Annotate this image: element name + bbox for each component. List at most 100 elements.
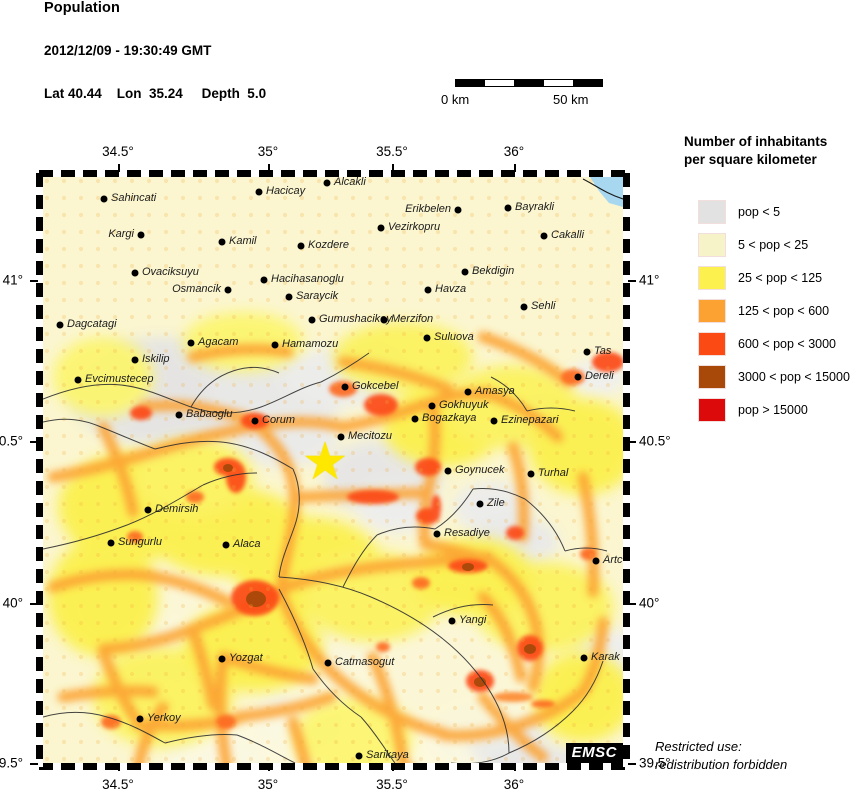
city-label: Osmancik <box>172 283 221 295</box>
city-marker-dot[interactable] <box>380 316 388 324</box>
city-marker-dot[interactable] <box>100 195 108 203</box>
city-marker-dot[interactable] <box>574 373 582 381</box>
city-label: Karak <box>591 651 620 663</box>
city-marker-dot[interactable] <box>461 268 469 276</box>
city-label: Dereli <box>585 370 614 382</box>
legend-label: 125 < pop < 600 <box>738 303 830 318</box>
scale-bar: 0 km 50 km <box>441 79 603 109</box>
x-axis-label-top: 34.5° <box>102 144 134 159</box>
map-border-left <box>36 173 43 767</box>
city-marker-dot[interactable] <box>271 341 279 349</box>
scale-bar-segment-1 <box>485 80 515 86</box>
city-label: Evcimustecep <box>85 373 154 385</box>
x-axis-label-bottom: 36° <box>503 777 525 792</box>
city-marker-dot[interactable] <box>540 232 548 240</box>
legend-row: 5 < pop < 25 <box>698 228 850 261</box>
city-label: Mecitozu <box>348 430 393 442</box>
restricted-line2: redistribution forbidden <box>655 757 788 772</box>
city-label: Gokhuyuk <box>439 399 489 411</box>
city-marker-dot[interactable] <box>433 530 441 538</box>
legend: Number of inhabitants per square kilomet… <box>684 133 860 422</box>
city-marker-dot[interactable] <box>428 402 436 410</box>
city-marker-dot[interactable] <box>411 415 419 423</box>
city-marker-dot[interactable] <box>341 383 349 391</box>
city-label: Iskilip <box>142 353 170 365</box>
city-marker-dot[interactable] <box>527 470 535 478</box>
x-axis-label-top: 36° <box>503 144 525 159</box>
city-marker-dot[interactable] <box>131 269 139 277</box>
city-marker-dot[interactable] <box>56 321 64 329</box>
city-marker-dot[interactable] <box>218 655 226 663</box>
city-marker-dot[interactable] <box>218 238 226 246</box>
city-marker-dot[interactable] <box>355 752 363 760</box>
city-marker-dot[interactable] <box>490 417 498 425</box>
city-marker-dot[interactable] <box>222 541 230 549</box>
city-label: Suluova <box>434 331 474 343</box>
city-label: Erikbelen <box>405 203 451 215</box>
population-density-map[interactable]: ★ EMSC Sahincati Hacicay Alcakli Erikbelen B… <box>43 177 623 763</box>
city-marker-dot[interactable] <box>137 231 145 239</box>
legend-label: pop > 15000 <box>738 402 808 417</box>
city-marker-dot[interactable] <box>175 411 183 419</box>
legend-swatch <box>698 364 726 389</box>
city-marker-dot[interactable] <box>323 179 331 187</box>
city-marker-dot[interactable] <box>377 224 385 232</box>
city-marker-dot[interactable] <box>454 206 462 214</box>
city-marker-dot[interactable] <box>260 276 268 284</box>
city-label: Ovaciksuyu <box>142 266 199 278</box>
y-axis-label-right: 40° <box>639 595 660 611</box>
city-marker-dot[interactable] <box>476 500 484 508</box>
legend-swatch <box>698 265 726 290</box>
city-marker-dot[interactable] <box>324 659 332 667</box>
map-frame[interactable]: ★ EMSC Sahincati Hacicay Alcakli Erikbelen B… <box>36 170 630 770</box>
city-label: Corum <box>262 414 296 426</box>
city-marker-dot[interactable] <box>131 356 139 364</box>
epicenter-star-icon: ★ <box>301 433 349 491</box>
city-marker-dot[interactable] <box>255 188 263 196</box>
x-axis-label-top: 35.5° <box>376 144 408 159</box>
city-marker-dot[interactable] <box>424 286 432 294</box>
city-label: Catmasogut <box>335 656 395 668</box>
city-label: Sehli <box>531 300 556 312</box>
city-marker-dot[interactable] <box>423 334 431 342</box>
city-marker-dot[interactable] <box>187 339 195 347</box>
city-marker-dot[interactable] <box>251 417 259 425</box>
city-marker-dot[interactable] <box>448 617 456 625</box>
city-marker-dot[interactable] <box>520 303 528 311</box>
city-marker-dot[interactable] <box>136 715 144 723</box>
city-marker-dot[interactable] <box>444 467 452 475</box>
city-marker-dot[interactable] <box>308 316 316 324</box>
scale-bar-segment-3 <box>543 80 573 86</box>
legend-swatch <box>698 331 726 356</box>
event-datetime: 2012/12/09 - 19:30:49 GMT <box>44 43 212 58</box>
city-marker-dot[interactable] <box>297 242 305 250</box>
city-marker-dot[interactable] <box>464 388 472 396</box>
city-label: Hacicay <box>266 185 306 197</box>
city-marker-dot[interactable] <box>74 376 82 384</box>
city-label: Gokcebel <box>352 380 399 392</box>
city-label: Bayrakli <box>515 201 555 213</box>
city-label: Amasya <box>475 385 515 397</box>
city-label: Resadiye <box>444 527 490 539</box>
city-marker-dot[interactable] <box>504 204 512 212</box>
legend-swatch <box>698 298 726 323</box>
map-border-bottom <box>39 763 627 770</box>
city-label: Yerkoy <box>147 712 181 724</box>
city-marker-dot[interactable] <box>224 286 232 294</box>
legend-row: pop < 5 <box>698 195 850 228</box>
city-label: Tas <box>594 345 612 357</box>
city-marker-dot[interactable] <box>337 433 345 441</box>
city-label: Bogazkaya <box>422 412 477 424</box>
city-label: Sahincati <box>111 192 157 204</box>
city-label: Merzifon <box>391 313 434 325</box>
city-marker-dot[interactable] <box>285 293 293 301</box>
city-marker-dot[interactable] <box>583 348 591 356</box>
scale-bar-segment-4 <box>572 80 603 86</box>
city-marker-dot[interactable] <box>107 539 115 547</box>
city-marker-dot[interactable] <box>580 654 588 662</box>
city-marker-dot[interactable] <box>144 506 152 514</box>
legend-row: 600 < pop < 3000 <box>698 327 850 360</box>
city-marker-dot[interactable] <box>592 557 600 565</box>
x-axis-label-bottom: 35° <box>257 777 279 792</box>
city-label: Sarikaya <box>366 749 409 761</box>
